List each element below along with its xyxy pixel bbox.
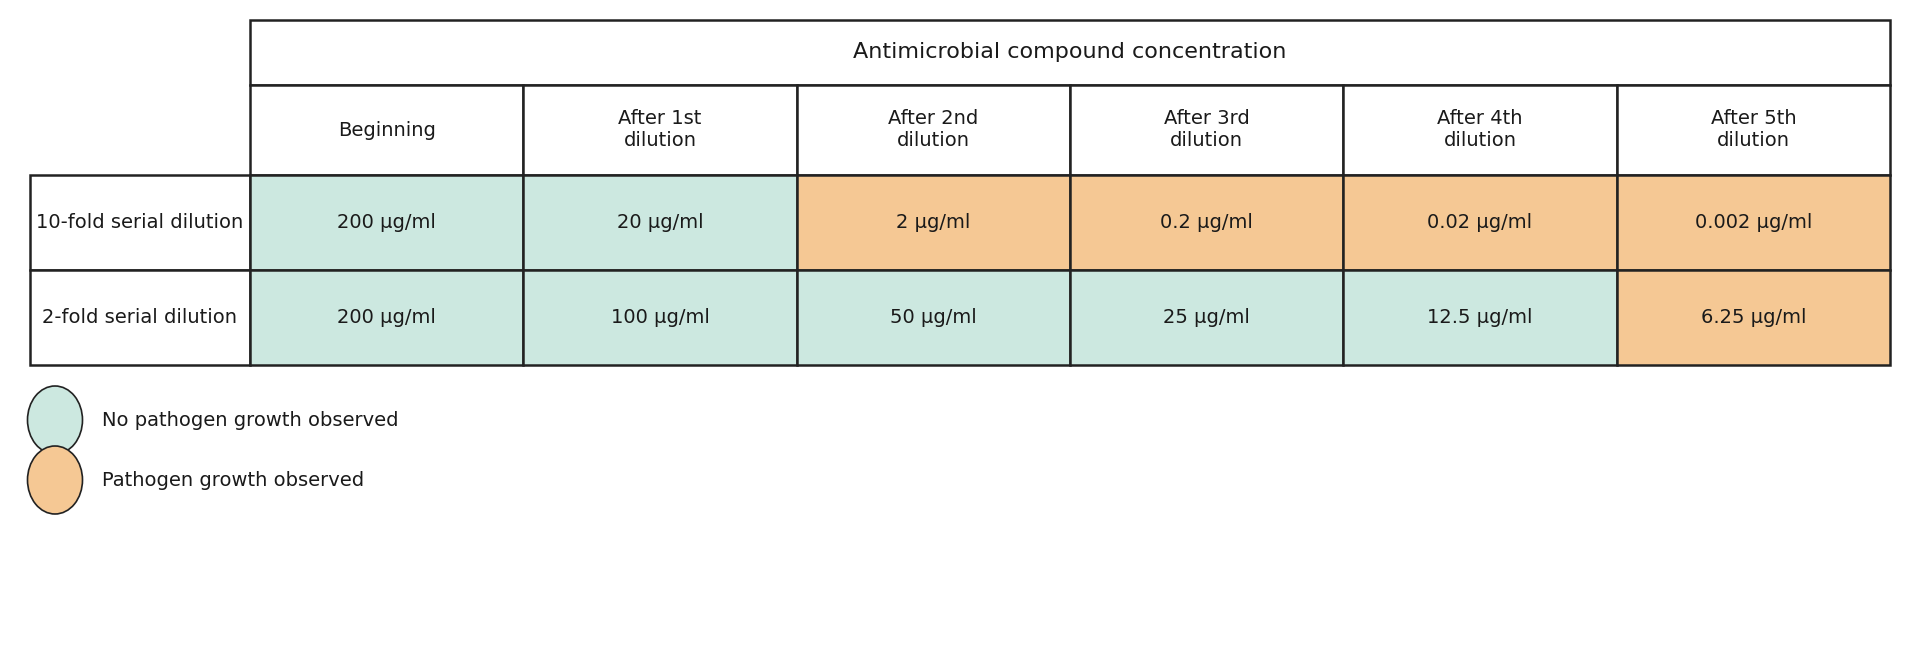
Bar xyxy=(797,175,1069,270)
Bar xyxy=(524,175,797,270)
Bar xyxy=(1617,85,1889,175)
Text: After 2nd
dilution: After 2nd dilution xyxy=(889,110,979,151)
Text: Beginning: Beginning xyxy=(338,120,436,139)
Bar xyxy=(250,20,1889,85)
Bar xyxy=(1069,85,1344,175)
Bar xyxy=(250,175,524,270)
Ellipse shape xyxy=(27,446,83,514)
Bar xyxy=(524,85,797,175)
Text: 10-fold serial dilution: 10-fold serial dilution xyxy=(36,213,244,232)
Text: No pathogen growth observed: No pathogen growth observed xyxy=(102,410,399,430)
Bar xyxy=(524,270,797,365)
Bar xyxy=(31,270,250,365)
Bar xyxy=(1344,85,1617,175)
Text: 25 μg/ml: 25 μg/ml xyxy=(1164,308,1250,327)
Bar xyxy=(250,270,524,365)
Bar xyxy=(797,270,1069,365)
Text: 100 μg/ml: 100 μg/ml xyxy=(611,308,708,327)
Text: 6.25 μg/ml: 6.25 μg/ml xyxy=(1701,308,1807,327)
Text: 2-fold serial dilution: 2-fold serial dilution xyxy=(42,308,238,327)
Bar xyxy=(250,85,524,175)
Text: After 3rd
dilution: After 3rd dilution xyxy=(1164,110,1250,151)
Text: 0.2 μg/ml: 0.2 μg/ml xyxy=(1160,213,1254,232)
Text: 0.002 μg/ml: 0.002 μg/ml xyxy=(1695,213,1812,232)
Text: After 1st
dilution: After 1st dilution xyxy=(618,110,701,151)
Text: 0.02 μg/ml: 0.02 μg/ml xyxy=(1427,213,1532,232)
Text: Antimicrobial compound concentration: Antimicrobial compound concentration xyxy=(852,42,1286,62)
Bar xyxy=(1617,270,1889,365)
Ellipse shape xyxy=(27,386,83,454)
Text: 12.5 μg/ml: 12.5 μg/ml xyxy=(1427,308,1532,327)
Text: After 5th
dilution: After 5th dilution xyxy=(1711,110,1795,151)
Bar xyxy=(1344,270,1617,365)
Bar xyxy=(797,85,1069,175)
Text: 200 μg/ml: 200 μg/ml xyxy=(338,213,436,232)
Text: 2 μg/ml: 2 μg/ml xyxy=(897,213,970,232)
Text: 200 μg/ml: 200 μg/ml xyxy=(338,308,436,327)
Bar xyxy=(31,175,250,270)
Bar xyxy=(1344,175,1617,270)
Bar xyxy=(1069,270,1344,365)
Text: After 4th
dilution: After 4th dilution xyxy=(1438,110,1523,151)
Text: 20 μg/ml: 20 μg/ml xyxy=(616,213,703,232)
Bar xyxy=(1069,175,1344,270)
Text: Pathogen growth observed: Pathogen growth observed xyxy=(102,471,365,489)
Text: 50 μg/ml: 50 μg/ml xyxy=(891,308,977,327)
Bar xyxy=(1617,175,1889,270)
